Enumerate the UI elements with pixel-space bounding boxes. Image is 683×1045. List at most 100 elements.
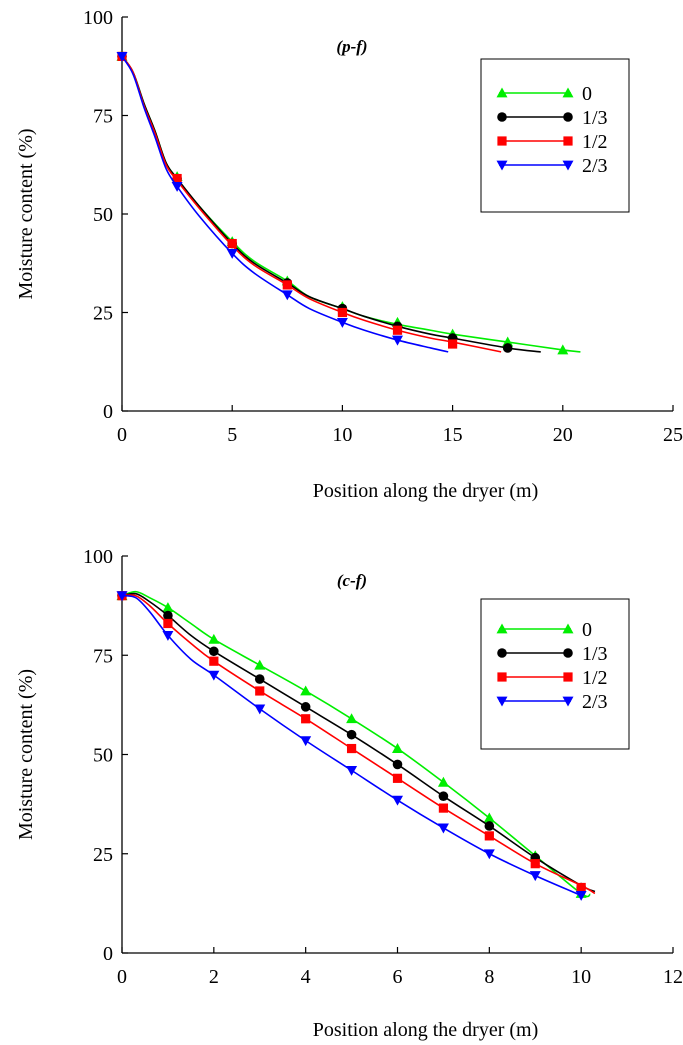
data-point [254, 659, 266, 670]
data-point [448, 339, 458, 349]
legend-label: 0 [582, 619, 592, 641]
data-point [346, 743, 357, 754]
data-point [208, 670, 220, 681]
legend-entry-4: 2/3 [496, 691, 608, 713]
legend-label: 1/2 [582, 667, 608, 689]
legend-label: 2/3 [582, 691, 608, 713]
y-tick-label: 100 [83, 546, 113, 568]
data-point [116, 52, 128, 62]
legend-marker [562, 87, 574, 98]
y-tick-label: 75 [93, 645, 113, 667]
data-point [300, 702, 311, 712]
legend-label: 2/3 [582, 155, 608, 177]
y-tick-label: 0 [103, 943, 113, 965]
legend-entry-4: 2/3 [496, 155, 608, 177]
data-point [575, 891, 587, 901]
data-point [576, 882, 586, 893]
data-point [171, 182, 183, 192]
legend-marker [497, 136, 507, 146]
data-point [209, 656, 219, 666]
legend-entry-2: 1/3 [497, 107, 608, 129]
data-point [226, 249, 238, 259]
x-tick-label: 15 [443, 424, 463, 446]
legend-entry-3: 1/2 [497, 667, 608, 689]
data-point [163, 618, 173, 629]
series-4 [116, 591, 587, 901]
legend-marker [563, 672, 573, 682]
data-point [392, 795, 403, 806]
x-tick-label: 25 [663, 424, 683, 446]
data-point [346, 765, 358, 776]
legend-marker [497, 112, 507, 122]
y-tick-label: 0 [103, 401, 113, 423]
data-point [530, 859, 540, 869]
data-point [172, 173, 182, 184]
x-tick-label: 20 [553, 424, 573, 446]
data-point [557, 344, 569, 355]
y-tick-label: 25 [93, 844, 113, 866]
series-3 [117, 51, 502, 353]
data-point [438, 791, 449, 801]
legend-marker [562, 623, 574, 634]
y-axis-title: Moisture content (%) [15, 669, 37, 840]
data-point [484, 821, 495, 831]
data-point [337, 307, 347, 318]
y-tick-label: 50 [93, 745, 113, 767]
legend-marker [562, 160, 574, 171]
data-point [346, 729, 357, 740]
series-2 [117, 590, 596, 893]
data-point [483, 812, 495, 823]
legend-marker [496, 696, 508, 707]
panel-tag: (p-f) [336, 37, 367, 56]
data-point [254, 674, 265, 684]
y-tick-label: 75 [93, 106, 113, 128]
data-point [502, 343, 513, 353]
data-point [255, 686, 265, 696]
x-axis-title: Position along the dryer (m) [313, 1019, 539, 1041]
legend-entry-1: 0 [496, 619, 592, 641]
data-point [300, 685, 312, 696]
y-tick-label: 50 [93, 204, 113, 226]
data-point [227, 238, 237, 249]
legend-label: 1/3 [582, 107, 608, 129]
data-point [162, 631, 174, 641]
legend-marker [497, 672, 507, 682]
data-point [392, 759, 403, 770]
x-axis-title: Position along the dryer (m) [313, 480, 539, 502]
legend-entry-2: 1/3 [497, 643, 608, 665]
x-tick-label: 8 [484, 966, 494, 988]
series-line [121, 55, 502, 353]
data-point [162, 602, 174, 613]
legend: 01/31/22/3 [480, 598, 630, 750]
y-tick-label: 25 [93, 303, 113, 325]
data-point [502, 336, 514, 347]
legend-marker [496, 623, 508, 634]
data-point [437, 823, 449, 834]
data-point [163, 610, 173, 621]
legend-label: 1/2 [582, 131, 608, 153]
data-point [282, 280, 292, 290]
data-point [392, 325, 403, 335]
data-point [392, 335, 403, 346]
data-point [392, 743, 403, 753]
legend-marker [562, 696, 574, 707]
legend-marker [497, 648, 507, 658]
legend-marker [563, 136, 573, 146]
legend-marker [496, 87, 508, 98]
x-tick-label: 10 [332, 424, 352, 446]
data-point [529, 871, 541, 882]
legend: 01/31/22/3 [480, 58, 630, 213]
data-point [392, 773, 403, 783]
data-point [346, 713, 358, 724]
x-tick-label: 2 [209, 966, 219, 988]
data-point [300, 736, 312, 747]
series-line [121, 55, 449, 353]
legend-entry-1: 0 [496, 83, 592, 105]
data-point [438, 803, 449, 813]
x-tick-label: 5 [227, 424, 237, 446]
data-point [281, 290, 293, 301]
chart-panel-1: 0 25 50 75 100 0 5 10 15 20 25 Moisture content (%)… [15, 7, 683, 502]
y-axis-title: Moisture content (%) [15, 128, 37, 299]
x-tick-label: 4 [301, 966, 311, 988]
